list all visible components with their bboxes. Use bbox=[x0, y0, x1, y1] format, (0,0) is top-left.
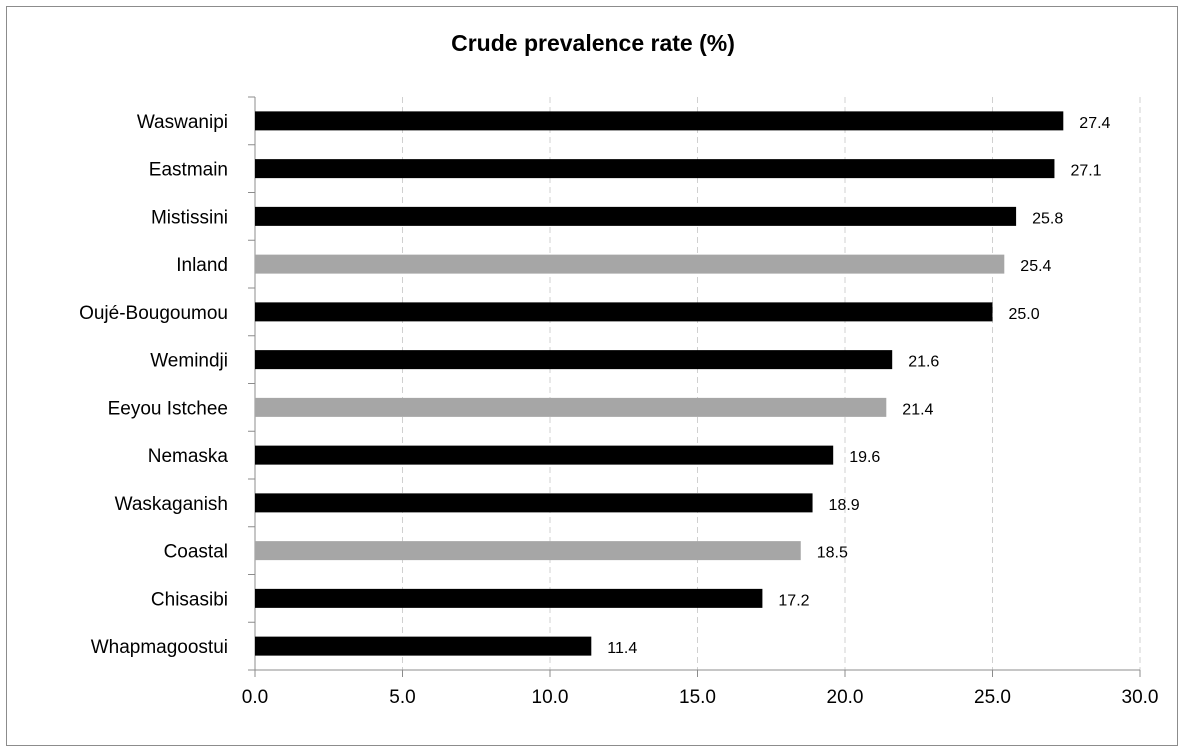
category-label: Oujé-Bougoumou bbox=[79, 303, 228, 324]
data-label: 18.5 bbox=[817, 545, 848, 562]
data-label: 27.4 bbox=[1079, 115, 1110, 132]
category-label: Inland bbox=[176, 255, 228, 276]
x-tick-label: 30.0 bbox=[1122, 687, 1159, 708]
bar bbox=[255, 637, 591, 656]
x-tick-label: 5.0 bbox=[389, 687, 415, 708]
bar bbox=[255, 589, 762, 608]
category-label: Nemaska bbox=[148, 446, 229, 467]
bar bbox=[255, 350, 892, 369]
category-label: Waskaganish bbox=[115, 494, 228, 515]
data-label: 25.0 bbox=[1009, 306, 1040, 323]
category-label: Waswanipi bbox=[137, 112, 228, 133]
category-label: Chisasibi bbox=[151, 589, 228, 610]
data-label: 27.1 bbox=[1070, 163, 1101, 180]
data-label: 21.4 bbox=[902, 401, 933, 418]
bar bbox=[255, 493, 813, 512]
bar bbox=[255, 111, 1063, 130]
category-label: Whapmagoostui bbox=[91, 637, 228, 658]
data-label: 19.6 bbox=[849, 449, 880, 466]
bar bbox=[255, 255, 1004, 274]
data-label: 17.2 bbox=[778, 592, 809, 609]
data-label: 25.8 bbox=[1032, 210, 1063, 227]
x-tick-label: 0.0 bbox=[242, 687, 268, 708]
category-label: Mistissini bbox=[151, 207, 228, 228]
bar bbox=[255, 446, 833, 465]
x-tick-label: 10.0 bbox=[532, 687, 569, 708]
x-tick-label: 15.0 bbox=[679, 687, 716, 708]
category-label: Coastal bbox=[164, 542, 228, 563]
bar bbox=[255, 302, 993, 321]
category-label: Wemindji bbox=[150, 351, 228, 372]
bar bbox=[255, 207, 1016, 226]
category-label: Eeyou Istchee bbox=[108, 398, 228, 419]
bar bbox=[255, 541, 801, 560]
data-label: 25.4 bbox=[1020, 258, 1051, 275]
data-label: 18.9 bbox=[829, 497, 860, 514]
bar bbox=[255, 398, 886, 417]
category-label: Eastmain bbox=[149, 160, 228, 181]
bar bbox=[255, 159, 1054, 178]
data-label: 21.6 bbox=[908, 354, 939, 371]
x-tick-label: 20.0 bbox=[827, 687, 864, 708]
x-tick-label: 25.0 bbox=[974, 687, 1011, 708]
data-label: 11.4 bbox=[607, 640, 637, 657]
